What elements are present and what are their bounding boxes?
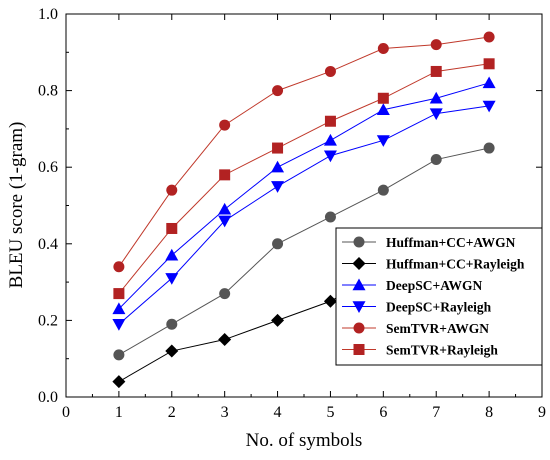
data-point	[323, 150, 337, 163]
data-point	[377, 184, 389, 196]
data-point	[377, 42, 389, 54]
y-tick-label: 0.6	[38, 159, 58, 176]
data-point	[165, 248, 179, 261]
series-4	[113, 31, 495, 273]
legend-label: DeepSC+Rayleigh	[386, 300, 492, 315]
data-point	[219, 169, 231, 181]
data-point	[272, 85, 284, 97]
data-point	[112, 302, 126, 315]
data-point	[430, 39, 442, 51]
series-line	[118, 36, 490, 268]
x-axis-label: No. of symbols	[246, 430, 363, 451]
x-tick-label: 6	[379, 404, 387, 421]
x-tick-label: 5	[326, 404, 334, 421]
series-line	[118, 105, 490, 325]
series-line	[118, 82, 490, 310]
legend-marker	[352, 278, 366, 291]
data-point	[272, 142, 284, 154]
legend-marker	[353, 236, 365, 248]
x-tick-label: 8	[485, 404, 493, 421]
data-point	[112, 319, 126, 331]
data-point	[218, 215, 232, 228]
data-point	[219, 119, 231, 131]
data-point	[166, 318, 178, 330]
series-2	[112, 76, 496, 315]
legend-marker	[353, 322, 365, 334]
legend-label: Huffman+CC+Rayleigh	[386, 257, 525, 272]
data-point	[376, 135, 390, 147]
axes: 0 1 2 3 4 5 6 7 8 9 0.0 0.2 0.4 0.6 0.8 1.0	[38, 6, 546, 421]
series-layer	[112, 31, 496, 389]
x-tick-label: 3	[221, 404, 229, 421]
x-tick-label: 4	[274, 404, 282, 421]
data-point	[483, 31, 495, 43]
y-axis-label: BLEU score (1-gram)	[6, 122, 27, 289]
legend-item: DeepSC+AWGN	[342, 278, 482, 293]
data-point	[376, 103, 390, 115]
data-point	[323, 133, 337, 146]
data-point	[271, 313, 285, 327]
legend-item: Huffman+CC+Rayleigh	[342, 257, 525, 272]
data-point	[113, 261, 125, 273]
data-point	[429, 91, 443, 104]
series-3	[112, 100, 496, 331]
series-line	[118, 63, 490, 294]
data-point	[482, 100, 496, 113]
x-tick-label: 0	[62, 404, 70, 421]
legend-label: Huffman+CC+AWGN	[386, 235, 516, 250]
y-tick-label: 0.8	[38, 83, 58, 100]
data-point	[377, 92, 389, 104]
data-point	[165, 344, 179, 358]
data-point	[218, 333, 232, 347]
data-point	[483, 58, 495, 70]
legend-item: Huffman+CC+AWGN	[342, 235, 516, 250]
legend-item: SemTVR+Rayleigh	[342, 343, 498, 358]
y-tick-label: 0.0	[38, 389, 58, 406]
legend-marker	[352, 257, 366, 270]
legend: Huffman+CC+AWGN Huffman+CC+Rayleigh DeepSC…	[335, 227, 543, 366]
data-point	[430, 154, 442, 166]
data-point	[271, 160, 285, 173]
y-tick-label: 0.2	[38, 312, 58, 329]
x-tick-label: 1	[115, 404, 123, 421]
legend-item: SemTVR+AWGN	[342, 321, 489, 336]
data-point	[482, 76, 496, 89]
data-point	[218, 202, 232, 215]
x-tick-label: 9	[538, 404, 546, 421]
data-point	[112, 375, 126, 389]
x-tick-label: 2	[168, 404, 176, 421]
legend-box	[335, 227, 543, 366]
data-point	[323, 294, 337, 308]
data-point	[483, 142, 495, 154]
data-point	[272, 238, 284, 250]
data-point	[324, 65, 336, 77]
data-point	[166, 222, 178, 234]
data-point	[429, 108, 443, 121]
legend-marker	[353, 344, 365, 355]
y-tick-label: 0.4	[38, 236, 58, 253]
data-point	[324, 115, 336, 127]
series-line	[118, 147, 490, 356]
data-point	[165, 273, 179, 285]
series-0	[113, 142, 495, 361]
y-tick-label: 1.0	[38, 6, 58, 23]
data-point	[430, 65, 442, 77]
series-5	[113, 58, 495, 300]
legend-item: DeepSC+Rayleigh	[342, 300, 492, 315]
data-point	[324, 211, 336, 223]
x-tick-label: 7	[432, 404, 440, 421]
data-point	[113, 288, 125, 300]
legend-label: SemTVR+AWGN	[386, 321, 489, 336]
legend-label: DeepSC+AWGN	[386, 278, 482, 293]
data-point	[113, 349, 125, 361]
data-point	[271, 181, 285, 193]
data-point	[219, 288, 231, 300]
data-point	[166, 184, 178, 196]
legend-label: SemTVR+Rayleigh	[386, 343, 498, 358]
legend-marker	[352, 301, 366, 313]
